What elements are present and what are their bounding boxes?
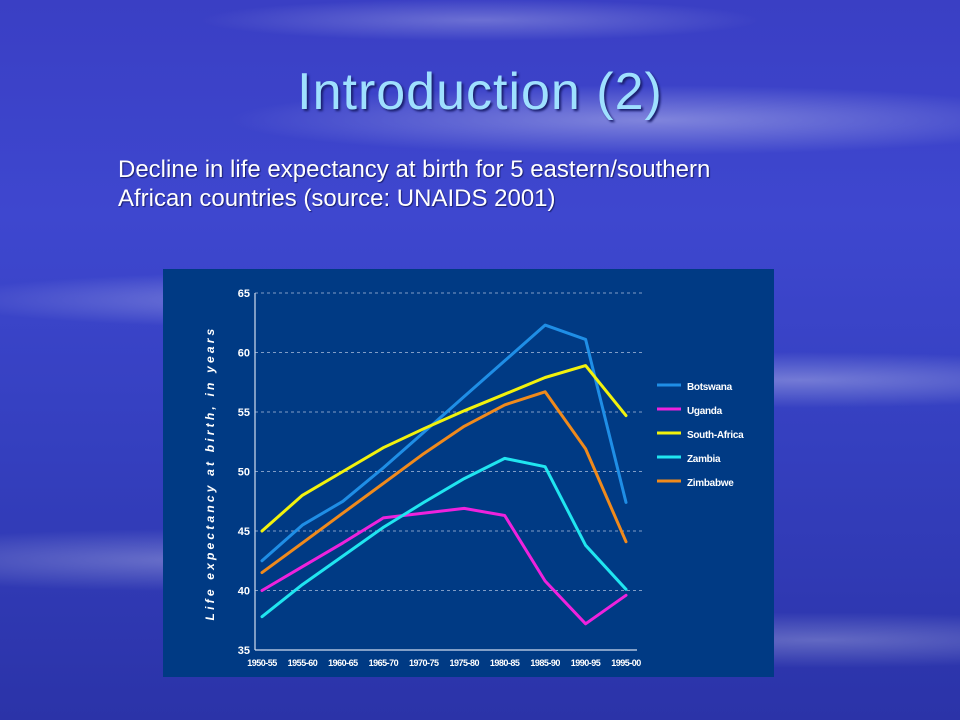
y-tick-label: 35 [238, 645, 250, 657]
x-tick-label: 1965-70 [369, 658, 399, 668]
y-tick-label: 45 [238, 526, 250, 538]
x-tick-label: 1985-90 [530, 658, 560, 668]
legend-label: Uganda [687, 406, 723, 417]
y-axis-label: Life expectancy at birth, in years [203, 326, 217, 621]
x-tick-label: 1975-80 [449, 658, 479, 668]
x-tick-label: 1995-00 [611, 658, 641, 668]
y-tick-label: 55 [238, 407, 250, 419]
x-tick-label: 1955-60 [288, 658, 318, 668]
y-tick-label: 60 [238, 348, 250, 360]
subtitle-line-1: Decline in life expectancy at birth for … [118, 156, 711, 183]
slide-title: Introduction (2) [297, 63, 663, 121]
series-line-zimbabwe [260, 390, 628, 575]
subtitle-line-2: African countries (source: UNAIDS 2001) [118, 185, 556, 212]
x-tick-label: 1990-95 [571, 658, 601, 668]
y-tick-label: 65 [238, 288, 250, 300]
series-line-botswana [260, 323, 628, 563]
x-tick-label: 1950-55 [247, 658, 277, 668]
y-tick-label: 40 [238, 586, 250, 598]
x-tick-label: 1970-75 [409, 658, 439, 668]
series-line-zambia [260, 456, 628, 619]
slide-subtitle: Decline in life expectancy at birth for … [118, 155, 838, 213]
y-tick-label: 50 [238, 467, 250, 479]
x-tick-label: 1960-65 [328, 658, 358, 668]
series-line-uganda [260, 506, 628, 626]
life-expectancy-chart: 35 40 45 50 55 60 65 1950-55 1955-60 1960-65 1965-… [203, 288, 744, 668]
legend-label: Botswana [687, 382, 733, 393]
series-line-south-africa [260, 364, 628, 533]
legend-label: South-Africa [687, 430, 744, 441]
x-tick-label: 1980-85 [490, 658, 520, 668]
legend-label: Zambia [687, 454, 721, 465]
legend-label: Zimbabwe [687, 478, 734, 489]
chart-panel: 35 40 45 50 55 60 65 1950-55 1955-60 1960-65 1965-… [163, 269, 774, 677]
